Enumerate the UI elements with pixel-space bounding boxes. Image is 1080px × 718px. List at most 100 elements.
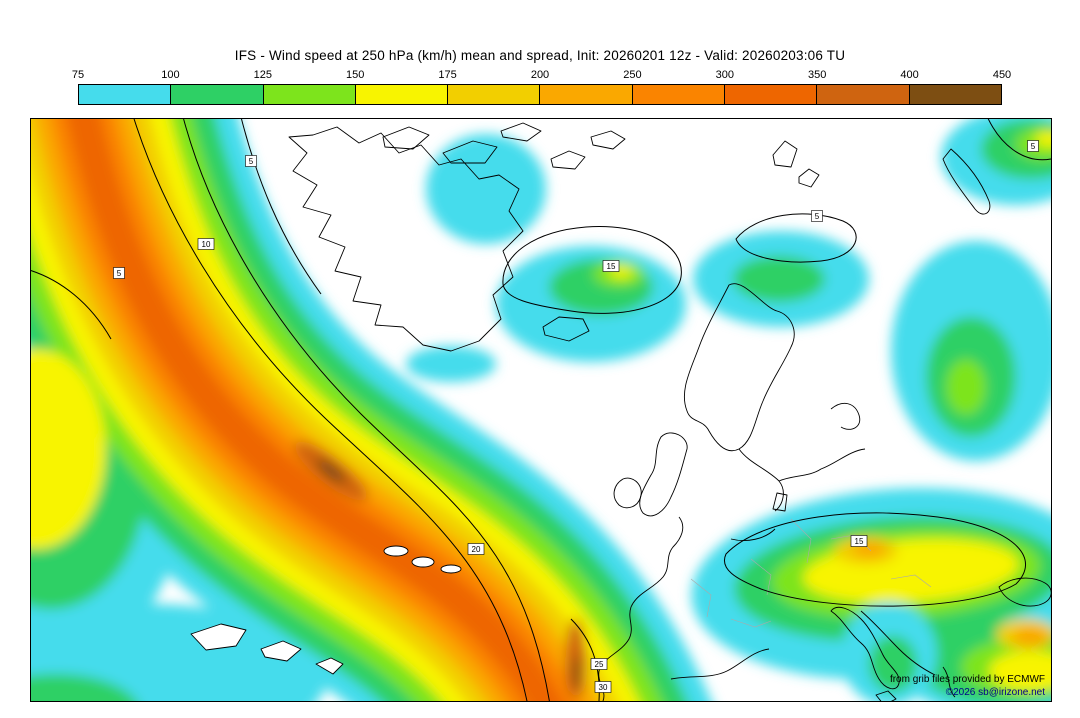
coastline-islet	[440, 564, 462, 574]
spread-contour-labels: 5 10 5 15 5 5 20 25 30 15	[113, 140, 1039, 693]
svg-text:5: 5	[1031, 142, 1036, 151]
coastline-gulf-finland	[778, 448, 866, 482]
legend-tick-label: 75	[71, 69, 85, 81]
coastline-denmark	[772, 492, 788, 512]
legend-tick-label: 250	[623, 69, 642, 81]
field-blob	[946, 359, 986, 415]
field-blob	[733, 256, 825, 302]
wind-map: 5 10 5 15 5 5 20 25 30 15	[31, 119, 1051, 701]
legend-color-bar	[78, 84, 1002, 105]
legend-color-segment	[447, 85, 540, 104]
svg-text:15: 15	[607, 262, 616, 271]
border-line	[750, 558, 772, 596]
spread-contour-label: 5	[245, 155, 257, 167]
field-blob	[1035, 131, 1051, 147]
spread-contour-label: 10	[197, 238, 215, 250]
svg-text:5: 5	[117, 269, 122, 278]
legend-color-segment	[724, 85, 817, 104]
legend-tick-label: 200	[530, 69, 550, 81]
legend-color-segment	[908, 85, 1001, 104]
spread-contour-label: 20	[467, 543, 485, 555]
credit-source: from grib files provided by ECMWF	[889, 674, 1045, 685]
svg-text:15: 15	[855, 537, 864, 546]
coastline-novaya-zemlya	[942, 148, 991, 215]
spread-contour	[133, 119, 528, 701]
credits: from grib files provided by ECMWF ©2026 …	[890, 673, 1045, 699]
coastline-arctic-island	[382, 126, 430, 150]
spread-contour	[183, 119, 550, 701]
svg-text:25: 25	[595, 660, 604, 669]
coastline-britain	[639, 432, 688, 517]
legend-tick-label: 350	[808, 69, 827, 81]
border-line	[690, 578, 712, 618]
coastline-islet	[383, 545, 409, 557]
spread-contour-label: 15	[602, 260, 620, 272]
coastline-azores-island	[260, 640, 302, 662]
field-blob	[31, 349, 106, 549]
legend-tick-label: 150	[346, 69, 365, 81]
border-line	[890, 574, 932, 588]
legend-tick-label: 400	[900, 69, 919, 81]
coastline-italy	[830, 606, 900, 690]
coastline-greenland	[288, 126, 524, 352]
field-blob	[426, 134, 546, 244]
border-line	[790, 518, 812, 564]
coastline-arctic-island	[442, 140, 498, 164]
coastline-svalbard	[772, 140, 798, 168]
spread-contour	[987, 119, 1051, 161]
coastline-arctic-island	[500, 122, 542, 142]
country-borders	[690, 518, 932, 628]
coastline-azores-island	[315, 657, 344, 675]
coastline-svalbard	[798, 168, 820, 188]
svg-text:30: 30	[599, 683, 608, 692]
coastline-azores-island	[190, 623, 247, 651]
coastline-islet	[411, 556, 435, 568]
legend-color-segment	[354, 85, 448, 104]
coastline-adriatic	[860, 610, 936, 676]
legend-color-segment	[262, 85, 355, 104]
legend-color-segment	[79, 85, 171, 104]
spread-contour-label: 30	[594, 681, 612, 693]
svg-text:20: 20	[472, 545, 481, 554]
chart-title: IFS - Wind speed at 250 hPa (km/h) mean …	[234, 48, 846, 63]
spread-contour-label: 5	[1027, 140, 1039, 152]
wind-field	[31, 119, 1051, 701]
map-area: 5 10 5 15 5 5 20 25 30 15 from grib files provide…	[30, 118, 1052, 702]
border-line	[730, 618, 772, 628]
legend-tick-label: 175	[438, 69, 457, 81]
coastline-north-sea	[730, 528, 776, 541]
legend-color-segment	[816, 85, 909, 104]
spread-contours	[31, 119, 1051, 701]
coastline-mediterranean	[670, 648, 770, 680]
coastline-scandinavia	[683, 283, 795, 452]
spread-contour	[723, 512, 1027, 607]
spread-contour-label: 5	[811, 210, 823, 222]
credit-copyright: ©2026 sb@irizone.net	[945, 687, 1045, 698]
coastline-sicily	[875, 690, 897, 701]
legend-color-segment	[631, 85, 725, 104]
spread-contour	[241, 119, 322, 295]
coastline-ireland	[613, 477, 642, 509]
legend-color-segment	[170, 85, 263, 104]
field-blob	[31, 674, 137, 701]
field-blob	[31, 604, 326, 701]
spread-contour-label: 5	[113, 267, 125, 279]
coastline-arctic-island	[590, 130, 626, 150]
legend-tick-label: 450	[992, 69, 1012, 81]
legend-color-segment	[539, 85, 632, 104]
spread-contour-label: 25	[590, 658, 608, 670]
coastline-aegean	[942, 666, 956, 698]
svg-text:5: 5	[249, 157, 254, 166]
field-blob	[406, 346, 496, 382]
field-blob	[1013, 627, 1049, 647]
spread-contour	[31, 270, 112, 340]
coastline-arctic-island	[550, 150, 586, 170]
legend-tick-labels: 75 100 125 150 175 200 250 300 350 400 450	[72, 69, 1011, 82]
field-blob	[572, 656, 580, 692]
spread-contour	[735, 213, 857, 263]
coastline-iceland	[542, 316, 590, 342]
coastline-white-sea	[830, 402, 861, 430]
field-blob	[316, 458, 346, 484]
coastlines	[190, 122, 1051, 701]
